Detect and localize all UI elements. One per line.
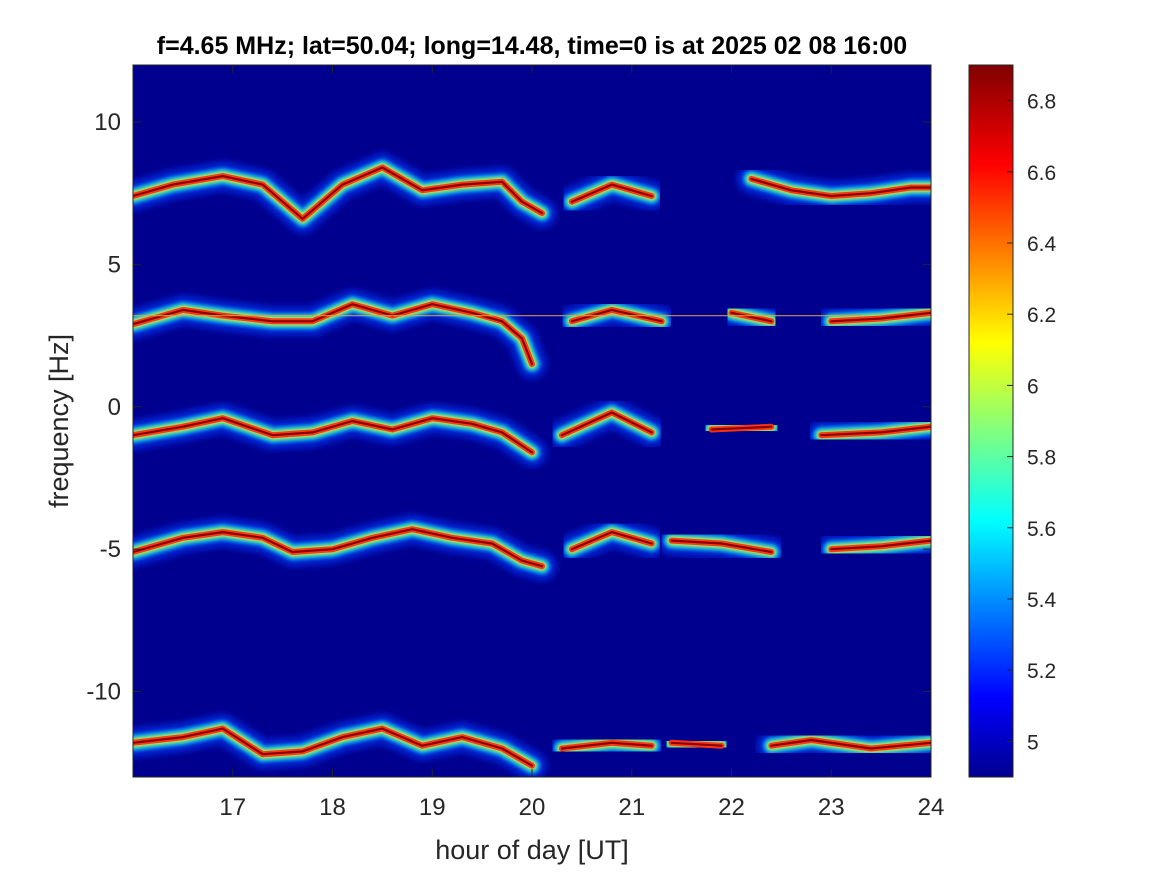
spectral-band: [133, 713, 547, 777]
spectral-band-stroke: [133, 727, 534, 767]
spectral-band: [133, 514, 557, 582]
colorbar-tick-label: 6.4: [1027, 233, 1057, 256]
x-tick-label: 22: [718, 794, 745, 821]
spectral-band-stroke: [570, 531, 653, 551]
spectral-band: [133, 289, 547, 379]
x-tick-label: 17: [219, 794, 246, 821]
spectral-band-stroke: [560, 411, 653, 437]
colorbar-tick-label: 6.2: [1027, 304, 1056, 327]
colorbar-tick-label: 6.8: [1027, 91, 1056, 114]
spectral-band-stroke: [770, 738, 931, 750]
colorbar-tick-label: 5.4: [1027, 589, 1057, 612]
spectral-band-stroke: [560, 741, 653, 750]
x-axis-title: hour of day [UT]: [435, 835, 629, 865]
spectral-band: [546, 727, 667, 764]
spectral-band: [546, 397, 667, 451]
colorbar-tick-label: 5: [1027, 731, 1039, 754]
spectral-band-stroke: [670, 539, 773, 554]
x-tick-label: 19: [419, 794, 446, 821]
spectral-band: [716, 297, 787, 337]
spectral-band: [656, 525, 787, 567]
y-tick-label: -5: [100, 536, 121, 563]
spectral-band: [556, 517, 667, 565]
spectral-band-stroke: [750, 177, 931, 198]
colorbar-ticks: 6.8 6.6 6.4 6.2 6 5.8 5.6 5.4 5.2 5: [1007, 91, 1057, 754]
y-tick-label: -10: [86, 679, 121, 706]
y-tick-label: 0: [108, 394, 121, 421]
y-axis-title: frequency [Hz]: [44, 334, 74, 508]
spectral-band-stroke: [133, 166, 544, 220]
x-tick-label: 18: [319, 794, 346, 821]
spectral-band-stroke: [133, 303, 534, 366]
x-axis: 17 18 19 20 21 22 23 24: [219, 65, 944, 821]
spectral-band: [133, 403, 547, 468]
x-tick-label: 20: [519, 794, 546, 821]
spectral-band: [696, 411, 787, 445]
spectral-bands: [133, 152, 931, 777]
spectral-band: [133, 152, 557, 234]
colorbar-tick-label: 6: [1027, 375, 1039, 398]
x-tick-label: 21: [618, 794, 645, 821]
x-tick-label: 24: [918, 794, 945, 821]
spectral-band-stroke: [830, 539, 931, 551]
y-tick-label: 10: [94, 109, 121, 136]
spectral-band-stroke: [133, 417, 534, 454]
spectral-band-stroke: [670, 741, 723, 747]
spectral-band-stroke: [710, 425, 773, 431]
spectral-band-stroke: [570, 183, 653, 203]
spectral-band: [816, 525, 931, 565]
x-tick-label: 23: [818, 794, 845, 821]
spectral-band-stroke: [820, 425, 931, 437]
spectral-band-stroke: [730, 311, 773, 323]
spectral-band: [556, 294, 677, 337]
colorbar-tick-label: 5.8: [1027, 447, 1056, 470]
y-tick-label: 5: [108, 251, 121, 278]
colorbar: 6.8 6.6 6.4 6.2 6 5.8 5.6 5.4 5.2 5: [968, 64, 1057, 778]
spectral-band-stroke: [570, 308, 663, 323]
colorbar-tick-label: 5.2: [1027, 660, 1056, 683]
spectral-band: [656, 727, 737, 761]
spectral-band: [556, 169, 667, 217]
spectral-band: [816, 297, 931, 337]
colorbar-tick-label: 6.6: [1027, 162, 1056, 185]
colorbar-scale: [968, 64, 1014, 778]
spectral-band-stroke: [830, 311, 931, 323]
spectral-band: [806, 411, 931, 451]
plot-area: [132, 64, 932, 778]
y-axis: 10 5 0 -5 -10: [86, 109, 931, 706]
colorbar-tick-label: 5.6: [1027, 518, 1056, 541]
chart-title: f=4.65 MHz; lat=50.04; long=14.48, time=…: [157, 32, 907, 60]
spectral-band-stroke: [133, 528, 544, 568]
spectral-band: [736, 163, 931, 211]
spectral-band: [756, 725, 931, 764]
